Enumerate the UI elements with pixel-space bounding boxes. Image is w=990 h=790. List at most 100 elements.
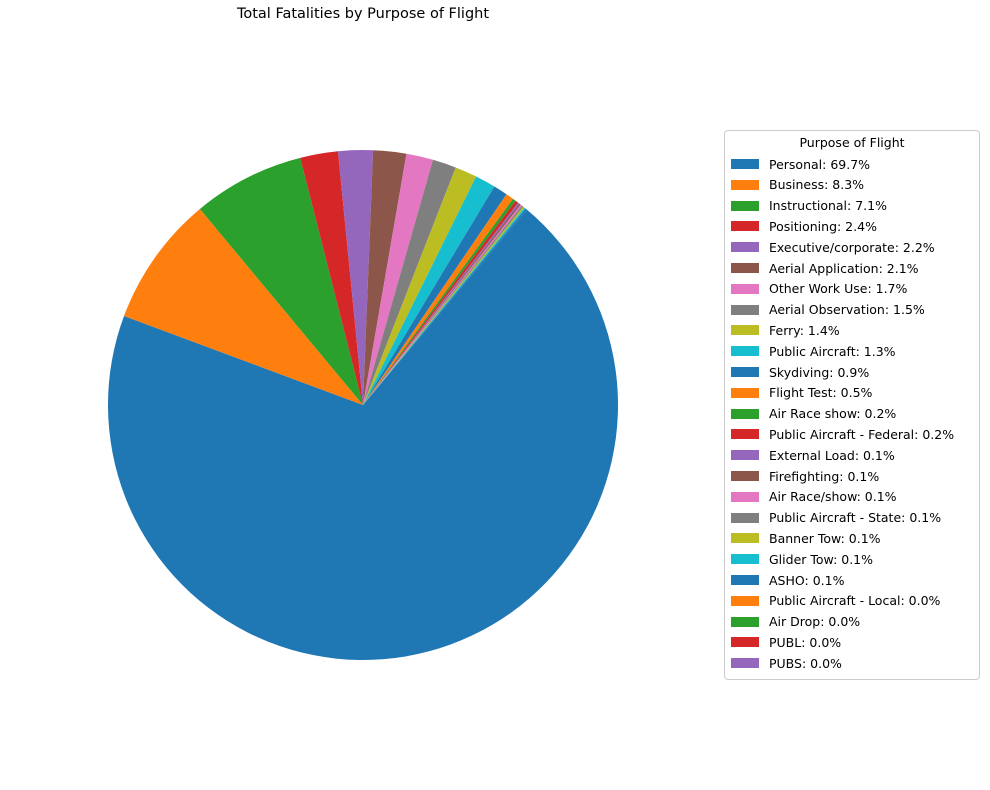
legend-item: Aerial Application: 2.1% [731,259,919,277]
pie-slice [300,151,363,405]
legend-item: Banner Tow: 0.1% [731,529,881,547]
pie-slice [363,198,516,405]
legend: Purpose of Flight Personal: 69.7% Busines… [724,130,980,680]
legend-label: Flight Test: 0.5% [769,385,873,401]
chart-title: Total Fatalities by Purpose of Flight [236,6,490,22]
legend-item: External Load: 0.1% [731,446,895,464]
legend-title: Purpose of Flight [799,135,905,150]
legend-label: ASHO: 0.1% [769,572,845,588]
pie-slice [363,205,524,405]
legend-swatch [731,616,759,627]
legend-swatch [731,179,759,190]
legend-swatch [731,367,759,377]
legend-label: Banner Tow: 0.1% [769,530,881,546]
legend-item: Other Work Use: 1.7% [731,280,907,298]
legend-label: Public Aircraft - Local: 0.0% [769,593,941,609]
legend-swatch [731,471,759,481]
legend-label: Public Aircraft - State: 0.1% [769,510,942,526]
legend-label: External Load: 0.1% [769,447,895,463]
legend-item: Personal: 69.7% [731,155,870,173]
legend-item: Flight Test: 0.5% [731,384,872,402]
pie-slice [363,153,433,405]
pie-slice [363,206,525,405]
legend-item: Firefighting: 0.1% [731,467,879,485]
pie-slice [363,176,495,405]
legend-item: Positioning: 2.4% [731,217,877,235]
legend-label: PUBL: 0.0% [769,634,842,650]
legend-swatch [731,325,759,336]
pie-slice [363,159,456,405]
pie-slice [363,207,526,405]
legend-swatch [731,221,759,232]
legend-item: PUBL: 0.0% [731,633,841,651]
legend-item: Public Aircraft - Federal: 0.2% [731,425,954,443]
pie-slice [363,186,507,405]
legend-swatch [731,554,759,565]
legend-label: Ferry: 1.4% [769,322,840,338]
legend-swatch [731,408,759,419]
legend-swatch [731,304,759,315]
pie-slice [199,157,363,405]
legend-label: Positioning: 2.4% [769,218,877,234]
legend-swatch [731,159,759,169]
pie-slice [124,208,364,405]
pie-slice [363,203,521,405]
legend-item: Ferry: 1.4% [731,321,840,339]
legend-label: Executive/corporate: 2.2% [769,239,935,255]
legend-swatch [731,595,759,606]
pie-slice [107,209,618,660]
legend-label: Personal: 69.7% [769,156,871,172]
legend-swatch [731,637,759,648]
legend-swatch [731,533,759,544]
pie-slice [363,200,519,405]
legend-swatch [731,491,759,502]
pie-slice [363,208,527,405]
legend-swatch [731,346,759,357]
pie-slice [363,150,407,405]
legend-item: Aerial Observation: 1.5% [731,301,925,319]
legend-swatch [731,200,759,211]
legend-item: Skydiving: 0.9% [731,363,869,381]
legend-label: Skydiving: 0.9% [769,364,870,380]
legend-item: Air Drop: 0.0% [731,613,860,631]
pie-slice [363,202,520,405]
pie-slice [363,194,514,405]
legend-label: Business: 8.3% [769,177,865,193]
legend-item: Public Aircraft: 1.3% [731,342,896,360]
legend-label: Other Work Use: 1.7% [769,281,908,297]
pie-slice [337,149,374,405]
legend-swatch [731,575,759,585]
legend-item: Business: 8.3% [731,176,864,194]
legend-label: Aerial Application: 2.1% [769,260,919,276]
legend-swatch [731,263,759,273]
legend-swatch [731,387,759,398]
legend-item: Air Race show: 0.2% [731,405,896,423]
legend-label: Firefighting: 0.1% [769,468,880,484]
legend-swatch [731,450,759,461]
legend-item: ASHO: 0.1% [731,571,844,589]
legend-item: Executive/corporate: 2.2% [731,238,935,256]
legend-swatch [731,658,759,669]
legend-label: Air Race/show: 0.1% [769,489,897,505]
legend-label: Air Drop: 0.0% [769,614,861,630]
legend-label: PUBS: 0.0% [769,655,842,671]
pie-slice [363,204,522,405]
legend-label: Public Aircraft: 1.3% [769,343,896,359]
legend-item: Glider Tow: 0.1% [731,550,873,568]
legend-swatch [731,512,759,523]
legend-label: Instructional: 7.1% [769,198,887,214]
legend-item: Public Aircraft - State: 0.1% [731,509,941,527]
legend-label: Aerial Observation: 1.5% [769,302,925,318]
legend-label: Air Race show: 0.2% [769,406,897,422]
legend-label: Public Aircraft - Federal: 0.2% [769,426,955,442]
legend-swatch [731,429,759,440]
legend-swatch [731,283,759,294]
pie-slice [363,167,477,405]
legend-item: Air Race/show: 0.1% [731,488,897,506]
legend-swatch [731,242,759,253]
legend-label: Glider Tow: 0.1% [769,551,874,567]
legend-item: PUBS: 0.0% [731,654,842,672]
legend-item: Public Aircraft - Local: 0.0% [731,592,940,610]
legend-item: Instructional: 7.1% [731,197,887,215]
